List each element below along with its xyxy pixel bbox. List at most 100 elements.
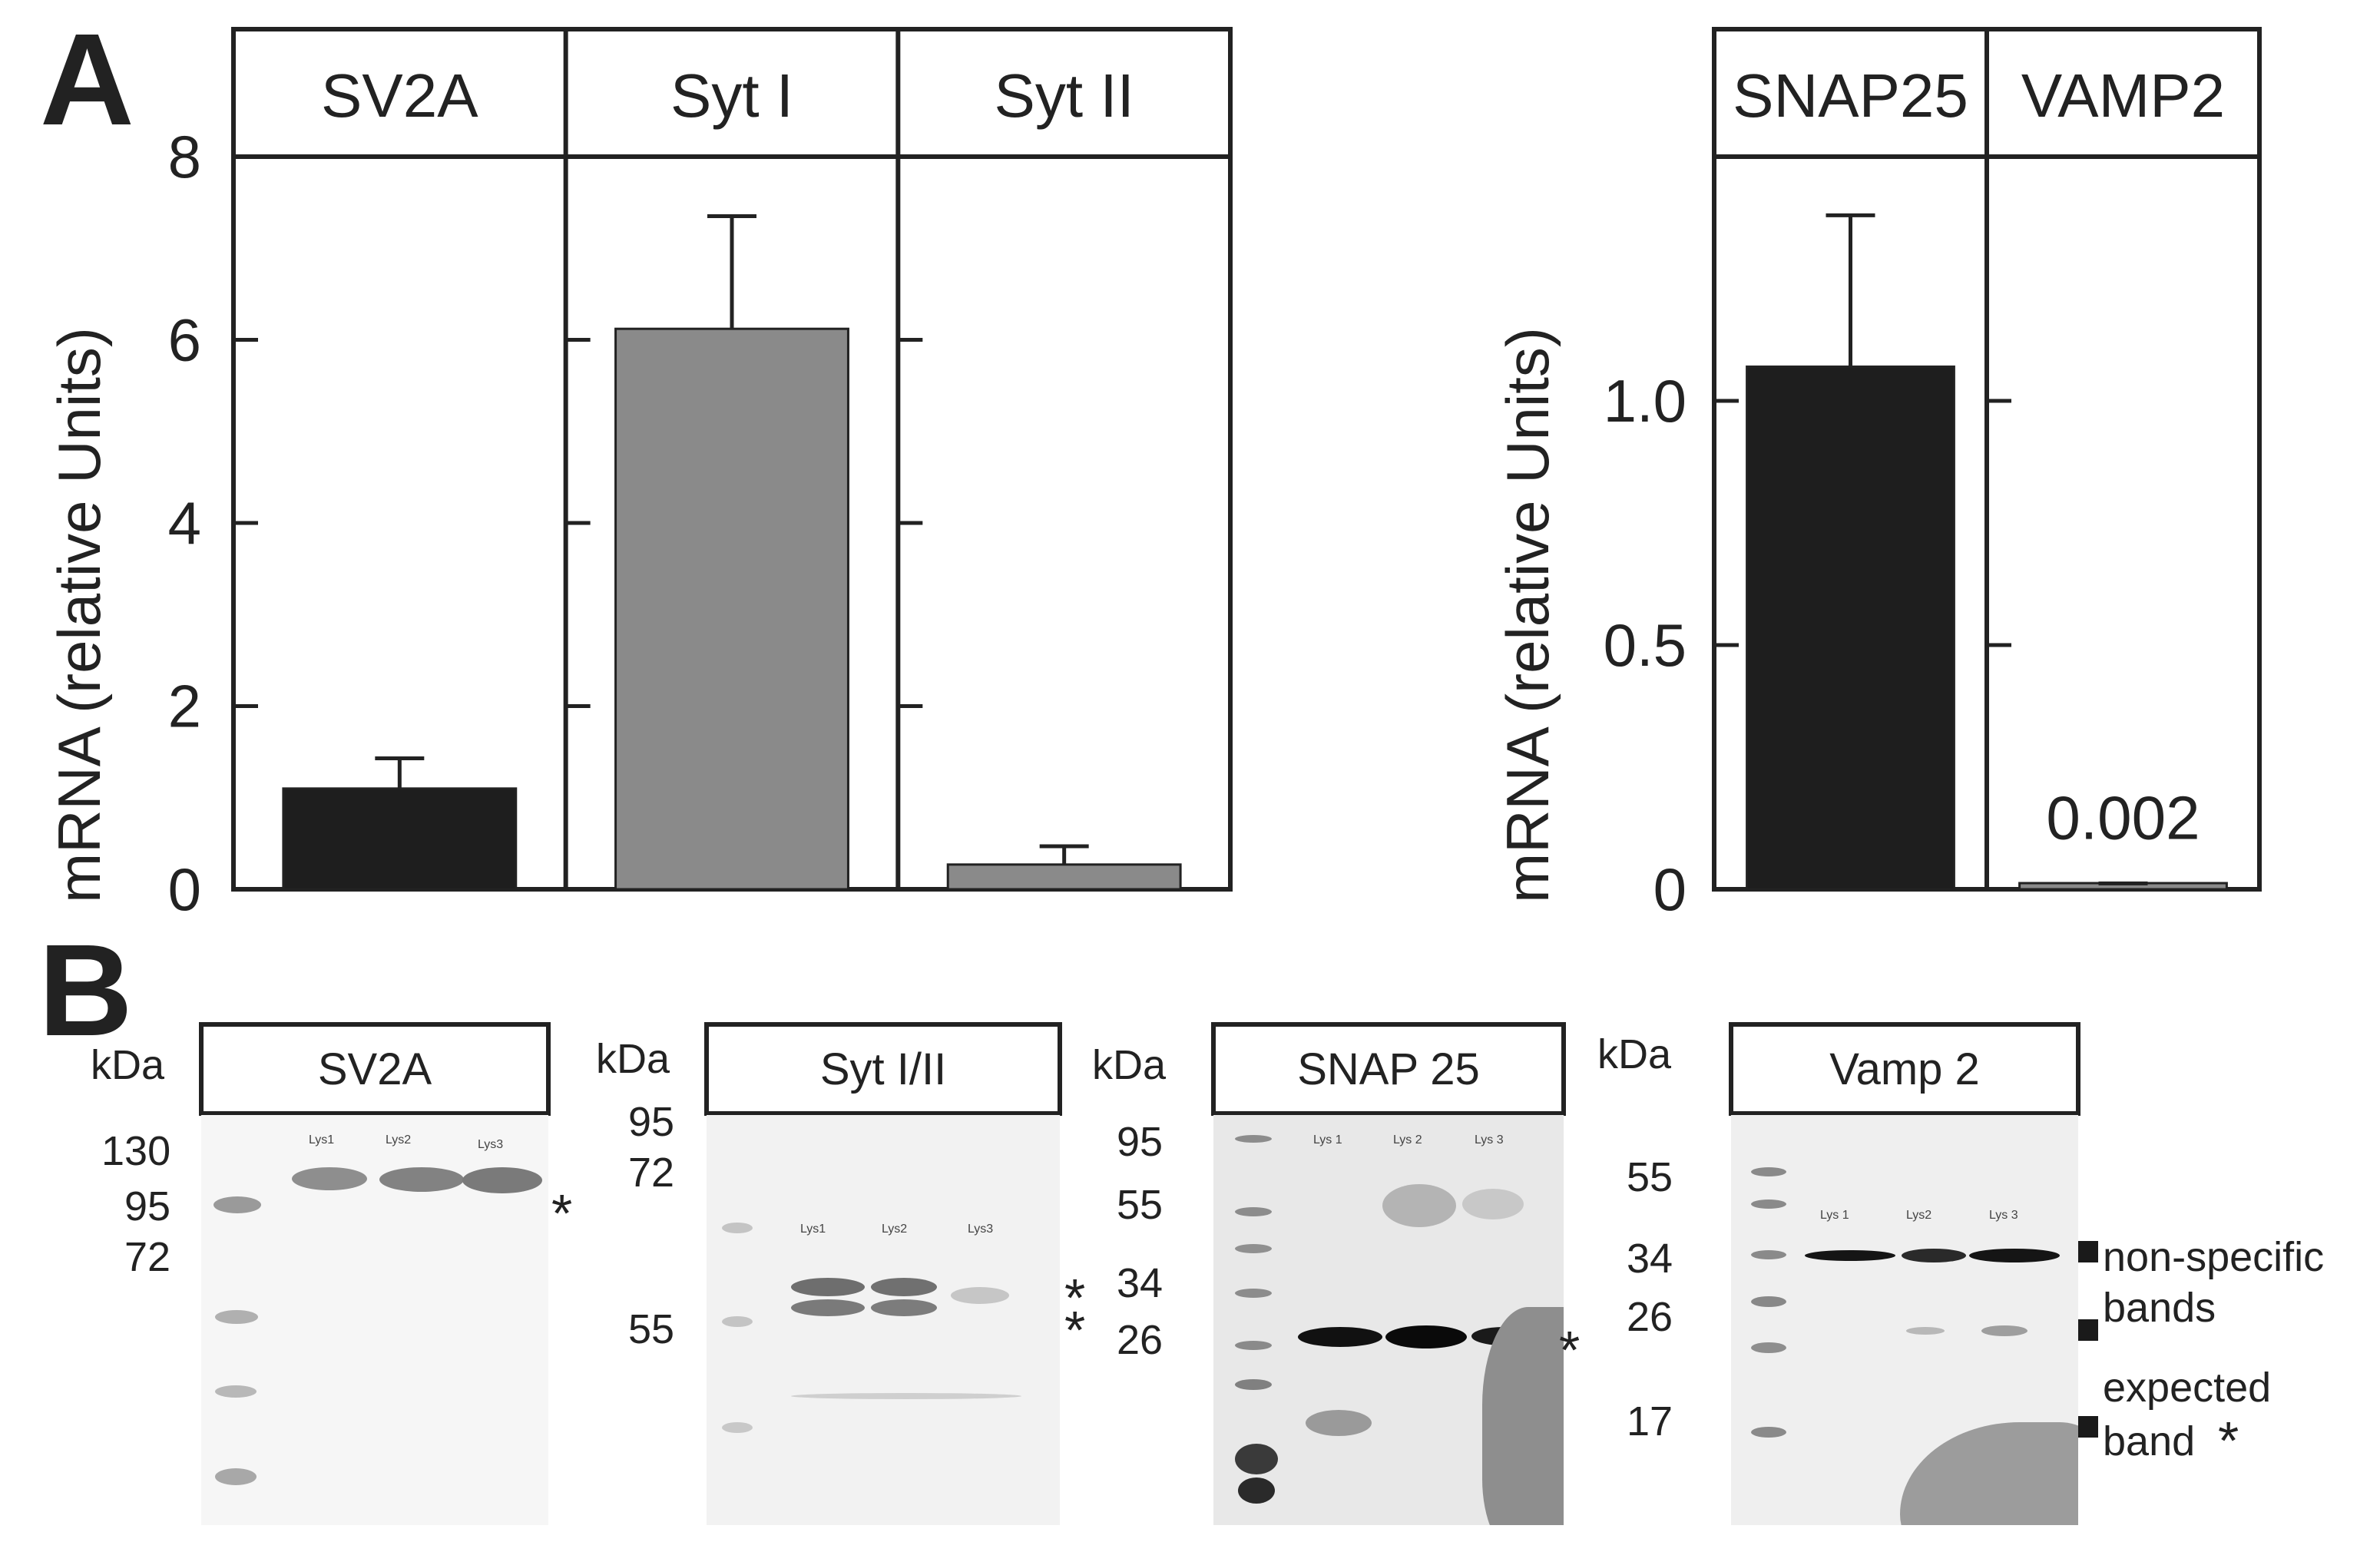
panel-label-b: B bbox=[38, 918, 133, 1064]
lane-label: Lys3 bbox=[968, 1223, 994, 1236]
ladder-band bbox=[1235, 1244, 1272, 1253]
protein-band bbox=[1298, 1327, 1382, 1347]
marker-label: 26 bbox=[1627, 1294, 1673, 1340]
marker-label: 34 bbox=[1627, 1236, 1673, 1282]
ladder-band bbox=[1238, 1477, 1275, 1504]
ladder-band bbox=[215, 1385, 257, 1398]
lane-label: Lys 2 bbox=[1393, 1133, 1422, 1147]
marker-label: 55 bbox=[628, 1306, 675, 1352]
lane-label: Lys1 bbox=[309, 1133, 335, 1147]
marker-label: 95 bbox=[628, 1099, 675, 1145]
kda-label: kDa bbox=[596, 1036, 670, 1082]
ladder-band bbox=[1235, 1135, 1272, 1143]
marker-label: 72 bbox=[124, 1234, 171, 1280]
ladder-band bbox=[1751, 1296, 1786, 1307]
bar-value-annotation: 0.002 bbox=[2046, 783, 2200, 852]
bar bbox=[946, 863, 1182, 891]
kda-label: kDa bbox=[1597, 1031, 1672, 1077]
lane-label: Lys 1 bbox=[1313, 1133, 1342, 1147]
blot-title-box bbox=[1211, 1022, 1566, 1116]
y-tick-label: 2 bbox=[168, 673, 201, 740]
panel-label-a: A bbox=[40, 7, 131, 153]
blot-title: Vamp 2 bbox=[1829, 1044, 1980, 1094]
band-asterisk: * bbox=[2218, 1411, 2239, 1471]
ladder-band bbox=[1751, 1250, 1786, 1259]
protein-band bbox=[1969, 1249, 2060, 1262]
sv2a-blot-image: Lys1 Lys2 Lys3 bbox=[201, 1115, 548, 1525]
bar bbox=[1746, 365, 1955, 891]
lane-label: Lys2 bbox=[882, 1223, 908, 1236]
protein-band bbox=[1805, 1250, 1895, 1261]
lane-label: Lys 3 bbox=[1475, 1133, 1504, 1147]
band-asterisk: * bbox=[1064, 1268, 1086, 1328]
protein-band bbox=[379, 1167, 464, 1192]
protein-band bbox=[292, 1167, 367, 1190]
blot-title: Syt I/II bbox=[820, 1044, 946, 1094]
y-tick-label: 4 bbox=[168, 489, 201, 557]
blot-artifact bbox=[1900, 1422, 2078, 1525]
protein-band bbox=[1906, 1327, 1945, 1335]
syt-blot-image: Lys1 Lys2 Lys3 bbox=[707, 1115, 1060, 1525]
ladder-band bbox=[722, 1422, 753, 1433]
bar bbox=[282, 787, 518, 891]
lane-label: Lys2 bbox=[1906, 1209, 1932, 1222]
kda-label: kDa bbox=[91, 1042, 165, 1088]
marker-label: 34 bbox=[1117, 1260, 1164, 1306]
protein-band bbox=[871, 1299, 937, 1316]
blot-artifact bbox=[1482, 1307, 1564, 1525]
y-tick-label: 6 bbox=[168, 306, 201, 374]
protein-band bbox=[462, 1167, 542, 1193]
nonspecific-label-line2: bands bbox=[2103, 1285, 2216, 1331]
y-tick-label: 8 bbox=[168, 123, 201, 190]
ladder-band bbox=[214, 1196, 261, 1213]
y-axis-label: mRNA (relative Units) bbox=[45, 327, 113, 903]
marker-label: 55 bbox=[1627, 1154, 1673, 1200]
ladder-band bbox=[1235, 1289, 1272, 1298]
y-tick-label: 0.5 bbox=[1604, 611, 1687, 679]
ladder-band bbox=[1751, 1167, 1786, 1176]
protein-band bbox=[1902, 1249, 1966, 1262]
ladder-band bbox=[1751, 1427, 1786, 1438]
marker-label: 72 bbox=[628, 1150, 675, 1196]
marker-label: 17 bbox=[1627, 1398, 1673, 1444]
lane-label: Lys2 bbox=[386, 1133, 412, 1147]
expected-label-line2: band bbox=[2103, 1418, 2196, 1464]
marker-label: 130 bbox=[101, 1128, 171, 1174]
vamp2-blot-image: Lys 1 Lys2 Lys 3 bbox=[1731, 1115, 2078, 1525]
y-tick-label: 1.0 bbox=[1604, 367, 1687, 435]
lane-label: Lys3 bbox=[478, 1138, 504, 1151]
marker-label: 95 bbox=[124, 1183, 171, 1229]
ladder-band bbox=[1751, 1200, 1786, 1209]
facet-title: SV2A bbox=[321, 61, 478, 130]
protein-band bbox=[791, 1278, 865, 1296]
protein-band bbox=[871, 1278, 937, 1296]
band-asterisk: * bbox=[1559, 1320, 1581, 1380]
ladder-band bbox=[1235, 1444, 1278, 1474]
blot-title-box bbox=[1729, 1022, 2080, 1116]
expected-label-line1: expected bbox=[2103, 1365, 2272, 1411]
band-asterisk: * bbox=[551, 1183, 573, 1243]
lane-label: Lys1 bbox=[800, 1223, 826, 1236]
ladder-band bbox=[722, 1223, 753, 1233]
blot-title-box bbox=[199, 1022, 551, 1116]
snap25-blot-image: Lys 1 Lys 2 Lys 3 bbox=[1213, 1115, 1564, 1525]
kda-label: kDa bbox=[1092, 1042, 1167, 1088]
protein-band bbox=[1382, 1184, 1456, 1227]
ladder-band bbox=[1751, 1342, 1786, 1353]
ladder-band bbox=[215, 1468, 257, 1485]
lane-label: Lys 1 bbox=[1820, 1209, 1849, 1222]
lane-label: Lys 3 bbox=[1989, 1209, 2018, 1222]
marker-label: 55 bbox=[1117, 1182, 1164, 1228]
blot-title: SV2A bbox=[318, 1044, 432, 1094]
ladder-band bbox=[1235, 1341, 1272, 1350]
protein-band bbox=[1306, 1410, 1372, 1436]
facet-title: Syt I bbox=[670, 61, 793, 130]
facet-title: Syt II bbox=[995, 61, 1134, 130]
bar bbox=[614, 327, 849, 891]
facet-title: VAMP2 bbox=[2021, 61, 2225, 130]
protein-band bbox=[1981, 1325, 2027, 1336]
y-tick-label: 0 bbox=[168, 855, 201, 923]
ladder-band bbox=[1235, 1379, 1272, 1390]
